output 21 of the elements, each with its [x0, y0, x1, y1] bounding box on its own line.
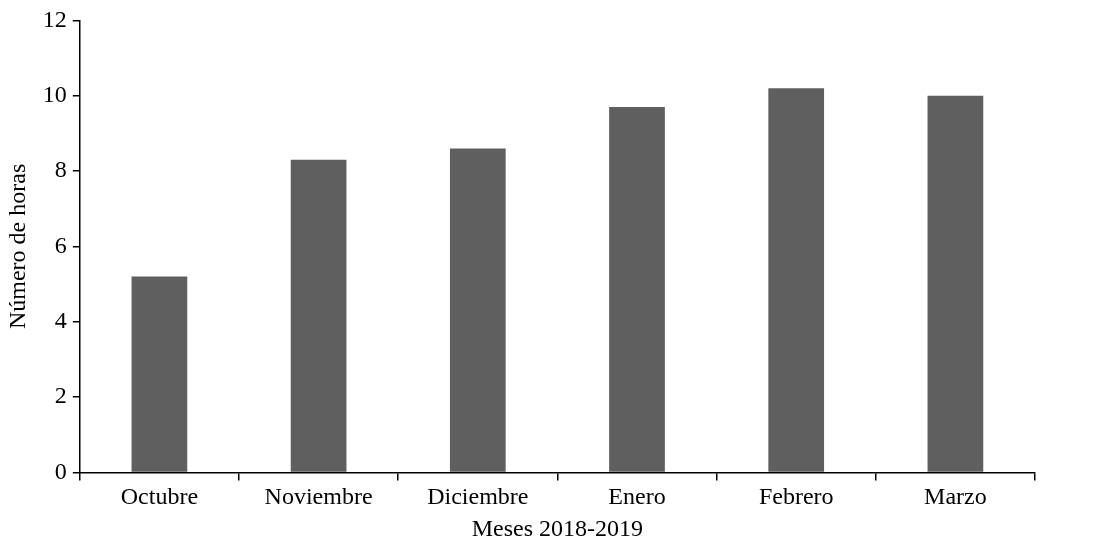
x-tick-label: Octubre [120, 483, 199, 510]
x-axis-title: Meses 2018-2019 [471, 514, 644, 541]
y-tick-label: 2 [54, 382, 67, 409]
bar [609, 107, 665, 472]
y-tick-label: 0 [54, 457, 67, 484]
y-tick-label: 8 [54, 156, 67, 183]
bar [131, 276, 188, 472]
x-tick-label: Noviembre [264, 483, 373, 510]
y-tick-label: 12 [42, 5, 67, 32]
bar [927, 95, 984, 472]
y-tick-label: 4 [54, 307, 67, 334]
y-tick-label: 6 [54, 231, 67, 258]
bar [449, 148, 506, 472]
bar [768, 88, 825, 472]
x-tick-label: Diciembre [427, 483, 529, 510]
y-tick-label: 10 [42, 81, 67, 108]
bar [290, 159, 347, 472]
x-tick-label: Enero [608, 483, 666, 510]
x-tick-label: Febrero [758, 483, 834, 510]
y-axis-title: Número de horas [3, 163, 30, 330]
x-tick-label: Marzo [924, 483, 987, 510]
